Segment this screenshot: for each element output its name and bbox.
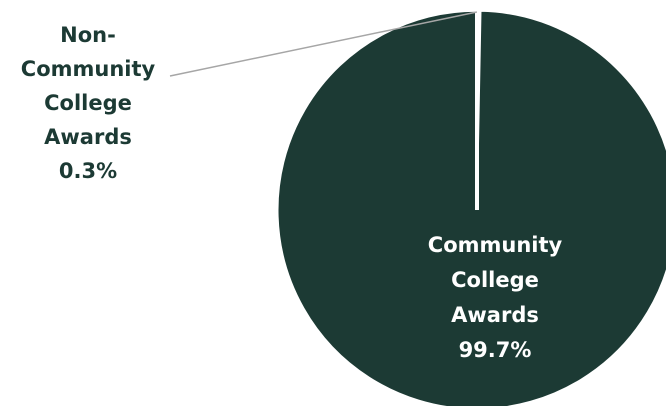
pie-slices [277, 10, 666, 406]
pie-slice-community-college-awards [277, 10, 666, 406]
slice-label-community-college-awards: Community College Awards 99.7% [428, 233, 563, 362]
leader-line [169, 11, 478, 77]
slice-label-non-community-college-awards: Non-Community College Awards 0.3% [21, 23, 156, 183]
